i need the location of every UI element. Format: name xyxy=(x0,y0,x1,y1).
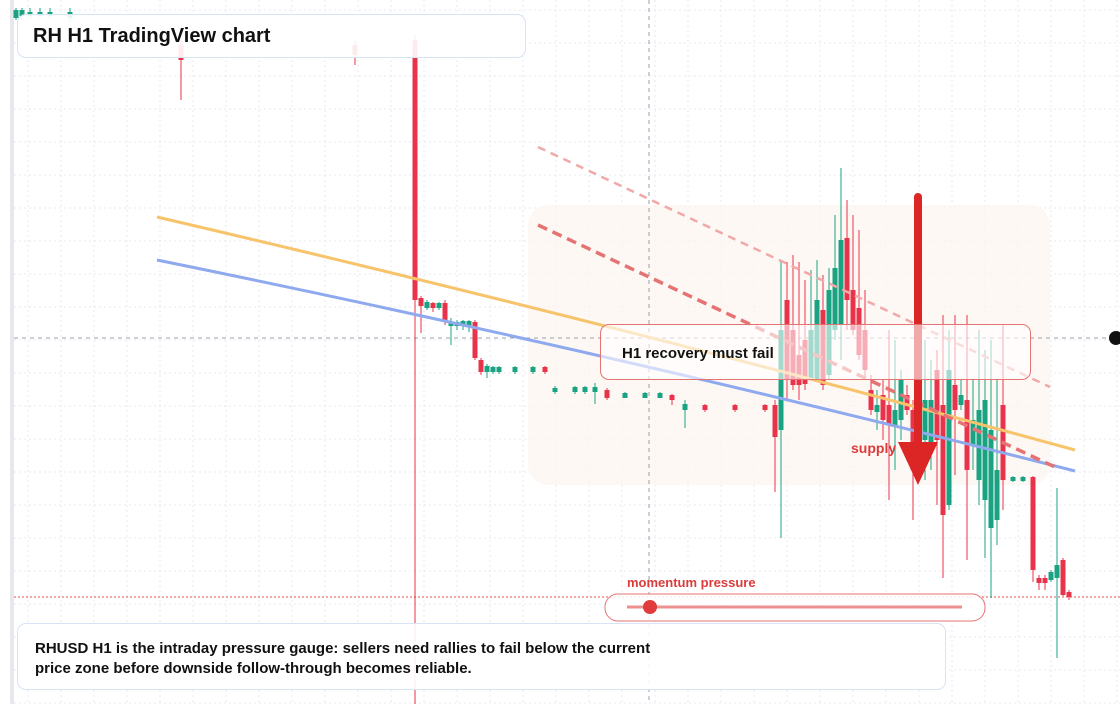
candle-body xyxy=(436,303,442,308)
candle-body xyxy=(772,405,778,437)
candle-body xyxy=(868,390,874,410)
candle-body xyxy=(732,405,738,410)
candle-body xyxy=(542,367,548,372)
candle-body xyxy=(982,400,988,500)
candle-body xyxy=(940,405,946,515)
candle-body xyxy=(934,370,940,440)
note-box: RHUSD H1 is the intraday pressure gauge:… xyxy=(17,623,946,690)
recovery-label: H1 recovery must fail xyxy=(622,345,774,362)
candle-body xyxy=(657,393,663,398)
candle-body xyxy=(850,290,856,330)
candle-body xyxy=(530,367,536,372)
candle-body xyxy=(669,395,675,400)
candle-body xyxy=(922,400,928,440)
candle-body xyxy=(874,405,880,412)
candle-body xyxy=(622,393,628,398)
candle-body xyxy=(964,400,970,470)
candle-body xyxy=(682,404,688,410)
candle-body xyxy=(1036,578,1042,583)
arrow-head xyxy=(898,442,938,485)
candle-body xyxy=(904,395,910,410)
candle-body xyxy=(418,298,424,306)
candle-body xyxy=(552,388,558,392)
candle-body xyxy=(472,322,478,358)
candle-body xyxy=(988,430,994,528)
candle-body xyxy=(952,385,958,410)
supply-label: supply xyxy=(851,440,896,456)
candle-body xyxy=(1010,477,1016,481)
candle-body xyxy=(910,410,916,470)
title-box: RH H1 TradingView chart xyxy=(17,14,526,58)
candle-body xyxy=(994,470,1000,520)
candle-body xyxy=(19,10,25,16)
candle-body xyxy=(898,380,904,420)
candle-body xyxy=(958,395,964,405)
candle-body xyxy=(442,303,448,320)
candle-body xyxy=(946,370,952,505)
candle-body xyxy=(490,367,496,372)
candle-body xyxy=(412,40,418,300)
candle-body xyxy=(886,405,892,425)
candle-body xyxy=(778,330,784,430)
candle-body xyxy=(582,387,588,392)
candle-body xyxy=(572,387,578,392)
candle-body xyxy=(976,410,982,480)
candle-body xyxy=(1030,477,1036,570)
candle-body xyxy=(880,395,886,420)
candle-body xyxy=(844,238,850,300)
candle-body xyxy=(512,367,518,372)
title: RH H1 TradingView chart xyxy=(33,25,271,47)
gauge-knob xyxy=(643,600,657,614)
candle-body xyxy=(484,366,490,372)
candle-body xyxy=(838,240,844,325)
candle-body xyxy=(13,10,19,18)
candle-body xyxy=(832,268,838,330)
candle-body xyxy=(592,387,598,392)
edge-icon xyxy=(1109,331,1120,345)
candle-body xyxy=(762,405,768,410)
candle-body xyxy=(1054,565,1060,578)
candle-body xyxy=(928,400,934,445)
candle-body xyxy=(1060,560,1066,595)
candle-body xyxy=(1048,572,1054,580)
trend-faint xyxy=(537,145,1051,389)
note-text: RHUSD H1 is the intraday pressure gauge:… xyxy=(35,640,651,677)
candle-body xyxy=(466,321,472,326)
left-edge xyxy=(10,0,14,704)
candle-body xyxy=(496,367,502,372)
candle-body xyxy=(604,390,610,398)
candle-body xyxy=(1020,477,1026,481)
candle-body xyxy=(970,420,976,445)
candle-body xyxy=(448,322,454,326)
candle-body xyxy=(642,393,648,398)
recovery-box: H1 recovery must fail xyxy=(600,324,1031,380)
candle-body xyxy=(1042,578,1048,583)
candle-body xyxy=(478,360,484,372)
momentum-label: momentum pressure xyxy=(627,575,756,590)
candle-body xyxy=(424,302,430,308)
candle-body xyxy=(1066,592,1072,597)
candle-body xyxy=(702,405,708,410)
candle-body xyxy=(892,410,898,425)
candle-body xyxy=(430,303,436,308)
